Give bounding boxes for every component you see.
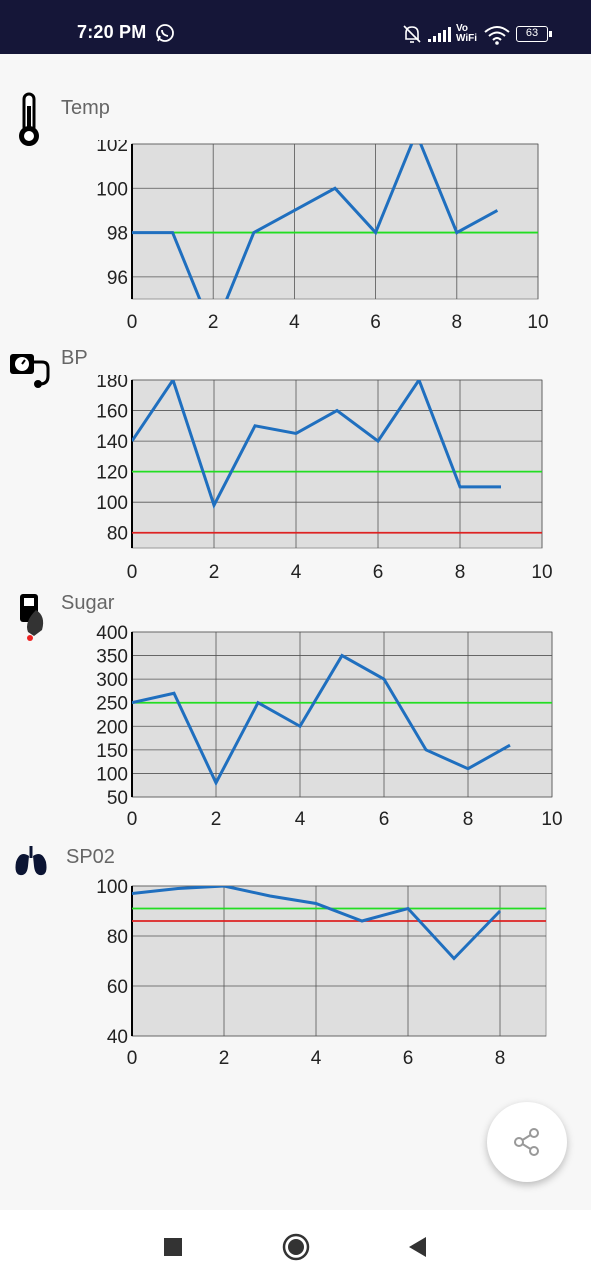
x-tick-label: 8 xyxy=(452,312,463,333)
sp02-chart: 40 60 80 100 0 2 4 6 8 xyxy=(88,878,558,1073)
y-tick-label: 120 xyxy=(96,463,128,484)
x-tick-label: 2 xyxy=(211,809,222,830)
recents-button[interactable] xyxy=(158,1232,188,1262)
x-tick-label: 6 xyxy=(379,809,390,830)
y-tick-label: 96 xyxy=(107,268,128,289)
y-tick-label: 100 xyxy=(96,179,128,200)
y-tick-label: 100 xyxy=(96,493,128,514)
x-tick-label: 2 xyxy=(208,312,219,333)
y-tick-label: 50 xyxy=(107,788,128,809)
y-tick-label: 100 xyxy=(96,878,128,898)
whatsapp-icon xyxy=(155,23,175,43)
battery-icon: 63 xyxy=(516,26,548,42)
y-tick-label: 350 xyxy=(96,647,128,668)
share-button[interactable] xyxy=(487,1102,567,1182)
section-label-bp: BP xyxy=(61,347,88,370)
x-tick-label: 4 xyxy=(289,312,300,333)
x-tick-label: 0 xyxy=(127,1048,138,1069)
plot-area xyxy=(132,380,542,548)
back-triangle-icon xyxy=(407,1236,427,1258)
x-tick-label: 4 xyxy=(295,809,306,830)
section-label-sugar: Sugar xyxy=(61,592,114,615)
bp-chart: 80 100 120 140 160 180 0 2 4 6 8 10 xyxy=(88,375,558,585)
y-tick-label: 80 xyxy=(107,927,128,948)
home-circle-icon xyxy=(282,1233,310,1261)
battery-level: 63 xyxy=(526,27,538,39)
navigation-bar xyxy=(0,1210,591,1280)
y-tick-label: 180 xyxy=(96,375,128,392)
lungs-icon xyxy=(12,844,50,878)
x-tick-label: 8 xyxy=(463,809,474,830)
home-button[interactable] xyxy=(281,1232,311,1262)
x-tick-label: 6 xyxy=(403,1048,414,1069)
x-tick-label: 10 xyxy=(531,562,552,583)
share-icon xyxy=(511,1126,543,1158)
x-tick-label: 8 xyxy=(495,1048,506,1069)
y-tick-label: 60 xyxy=(107,977,128,998)
x-tick-label: 0 xyxy=(127,312,138,333)
blood-pressure-monitor-icon xyxy=(8,348,52,390)
thermometer-icon xyxy=(14,92,44,148)
y-tick-label: 200 xyxy=(96,717,128,738)
battery-tip xyxy=(549,31,552,37)
signal-icon xyxy=(428,26,452,43)
x-tick-label: 10 xyxy=(527,312,548,333)
y-tick-label: 102 xyxy=(96,140,128,156)
y-tick-label: 40 xyxy=(107,1027,128,1048)
y-tick-label: 140 xyxy=(96,432,128,453)
y-tick-label: 400 xyxy=(96,623,128,644)
y-tick-label: 98 xyxy=(107,224,128,245)
x-tick-label: 0 xyxy=(127,562,138,583)
y-tick-label: 150 xyxy=(96,741,128,762)
temp-chart: 96 98 100 102 0 2 4 6 8 10 xyxy=(88,140,548,340)
mute-bell-icon xyxy=(401,24,423,44)
x-tick-label: 0 xyxy=(127,809,138,830)
y-tick-label: 100 xyxy=(96,764,128,785)
section-label-sp02: SP02 xyxy=(66,846,115,869)
y-tick-label: 160 xyxy=(96,402,128,423)
y-tick-label: 300 xyxy=(96,670,128,691)
x-tick-label: 10 xyxy=(541,809,562,830)
status-bar: 7:20 PM Vo WiFi 63 xyxy=(0,0,591,54)
wifi-icon xyxy=(484,25,510,45)
x-tick-label: 4 xyxy=(291,562,302,583)
x-tick-label: 2 xyxy=(209,562,220,583)
vowifi-label: Vo WiFi xyxy=(456,24,482,44)
x-tick-label: 8 xyxy=(455,562,466,583)
recents-square-icon xyxy=(163,1237,183,1257)
back-button[interactable] xyxy=(402,1232,432,1262)
x-tick-label: 4 xyxy=(311,1048,322,1069)
x-tick-label: 6 xyxy=(370,312,381,333)
section-label-temp: Temp xyxy=(61,97,110,120)
glucose-meter-icon xyxy=(16,592,48,644)
y-tick-label: 250 xyxy=(96,694,128,715)
y-tick-label: 80 xyxy=(107,524,128,545)
x-tick-label: 6 xyxy=(373,562,384,583)
x-tick-label: 2 xyxy=(219,1048,230,1069)
status-time: 7:20 PM xyxy=(77,22,146,43)
